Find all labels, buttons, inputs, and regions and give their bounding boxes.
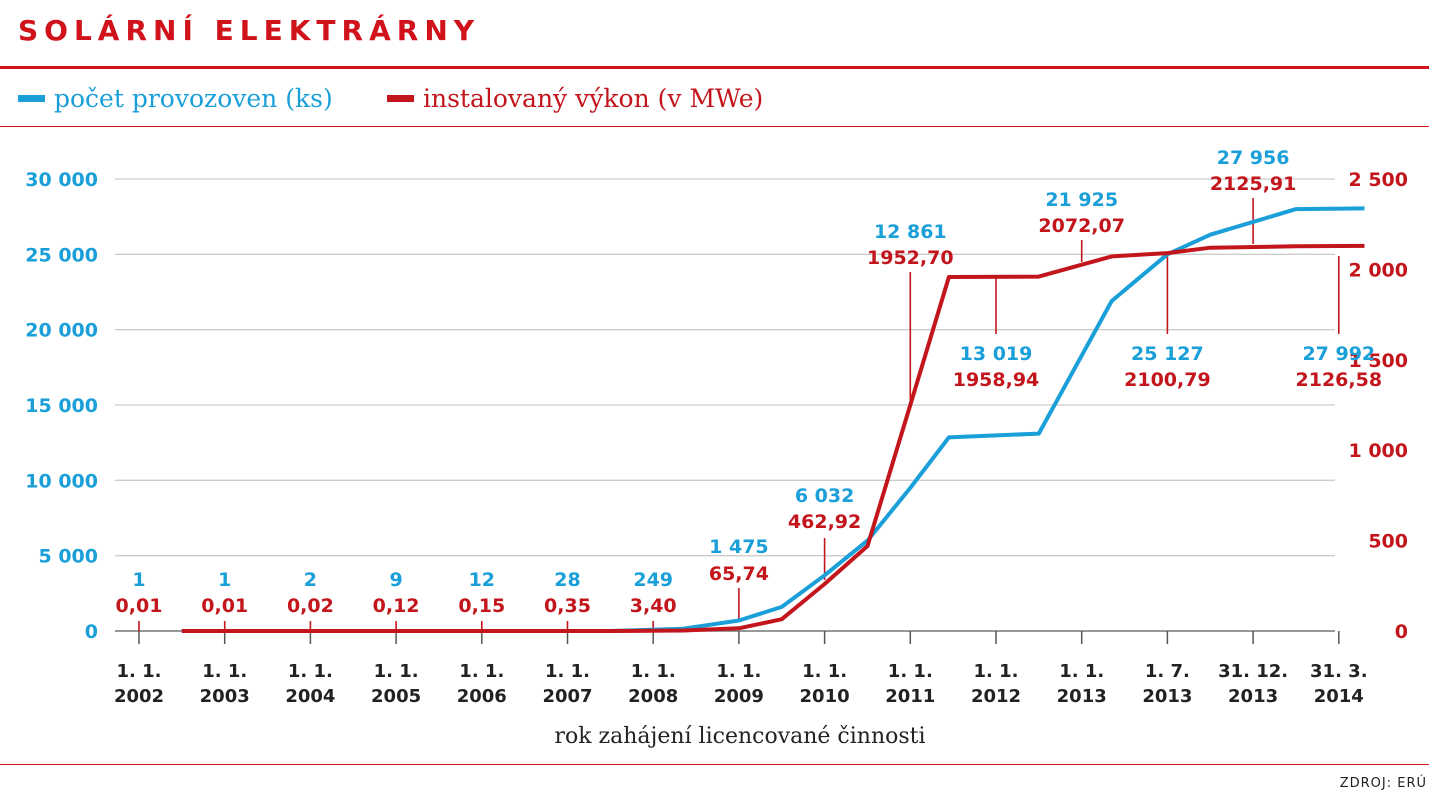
x-tick-label: 1. 1. [716,661,761,682]
y-right-tick-label: 0 [1395,621,1408,643]
series-line-power [181,243,1365,633]
annotation-count-label: 27 992 [1302,343,1375,365]
annotation-power-label: 2125,91 [1210,173,1297,195]
y-right-tick-label: 1 000 [1349,440,1409,462]
x-tick-label: 2002 [114,686,164,707]
x-tick-label: 1. 1. [1059,661,1104,682]
annotation-count-label: 12 861 [874,221,947,243]
annotation-count-label: 28 [554,569,580,591]
y-left-tick-label: 5 000 [39,546,99,568]
annotation-count-label: 9 [389,569,402,591]
x-tick-label: 1. 1. [459,661,504,682]
annotation-count-label: 6 032 [795,485,855,507]
y-left-tick-label: 15 000 [25,395,98,417]
y-right-tick-label: 2 000 [1349,259,1409,281]
y-left-tick-label: 0 [85,621,98,643]
x-tick-label: 2004 [285,686,335,707]
legend-label-power: instalovaný výkon (v MWe) [423,84,764,113]
annotation-power-label: 0,02 [287,595,334,617]
annotation-count-label: 13 019 [960,343,1033,365]
y-left-tick-label: 30 000 [25,169,98,191]
footer-rule [0,764,1429,765]
x-tick-label: 1. 7. [1145,661,1190,682]
annotation-count-label: 21 925 [1045,189,1118,211]
legend-label-count: počet provozoven (ks) [54,84,333,113]
legend-rule [0,126,1429,127]
x-tick-label: 2014 [1314,686,1364,707]
x-tick-label: 2008 [628,686,678,707]
annotation-power-label: 1958,94 [953,369,1040,391]
x-tick-label: 2013 [1228,686,1278,707]
annotation-count-label: 25 127 [1131,343,1204,365]
annotation-count-label: 27 956 [1217,147,1290,169]
x-tick-label: 31. 12. [1218,661,1288,682]
x-tick-label: 1. 1. [202,661,247,682]
x-tick-label: 2011 [885,686,935,707]
annotation-power-label: 0,01 [201,595,248,617]
x-tick-label: 31. 3. [1310,661,1368,682]
y-right-tick-label: 2 500 [1349,169,1409,191]
y-right-tick-label: 1 500 [1349,350,1409,372]
annotation-power-label: 2072,07 [1038,215,1125,237]
x-tick-label: 2009 [714,686,764,707]
annotation-power-label: 0,12 [373,595,420,617]
x-tick-label: 1. 1. [631,661,676,682]
x-tick-label: 2005 [371,686,421,707]
annotation-count-label: 1 475 [709,536,769,558]
x-tick-label: 1. 1. [888,661,933,682]
x-tick-label: 1. 1. [974,661,1019,682]
x-tick-label: 2006 [457,686,507,707]
annotation-count-label: 2 [304,569,317,591]
annotation-power-label: 0,15 [458,595,505,617]
x-tick-label: 1. 1. [545,661,590,682]
x-axis-label: rok zahájení licencované činnosti [554,724,926,749]
annotation-count-label: 1 [218,569,231,591]
x-tick-label: 1. 1. [117,661,162,682]
legend-swatch-count [18,95,45,102]
x-tick-label: 2013 [1142,686,1192,707]
source-note: ZDROJ: ERÚ [1339,776,1427,791]
annotation-power-label: 3,40 [630,595,677,617]
annotation-power-label: 0,01 [116,595,163,617]
annotation-power-label: 1952,70 [867,247,954,269]
annotation-power-label: 2100,79 [1124,369,1211,391]
x-tick-label: 2012 [971,686,1021,707]
x-tick-label: 1. 1. [802,661,847,682]
chart-title: SOLÁRNÍ ELEKTRÁRNY [18,14,481,47]
legend-item-count: počet provozoven (ks) [18,84,333,113]
x-tick-label: 2010 [800,686,850,707]
x-tick-label: 1. 1. [374,661,419,682]
x-tick-label: 2003 [200,686,250,707]
y-right-tick-label: 500 [1368,531,1408,553]
annotation-count-label: 249 [633,569,673,591]
annotation-power-label: 0,35 [544,595,591,617]
y-left-tick-label: 20 000 [25,320,98,342]
series-line-count [181,206,1365,633]
annotation-power-label: 2126,58 [1296,369,1383,391]
y-left-tick-label: 25 000 [25,244,98,266]
legend-item-power: instalovaný výkon (v MWe) [387,84,763,113]
annotation-power-label: 65,74 [709,563,769,585]
x-tick-label: 2007 [542,686,592,707]
legend-swatch-power [387,95,414,102]
annotation-count-label: 1 [132,569,145,591]
annotation-count-label: 12 [469,569,495,591]
x-tick-label: 1. 1. [288,661,333,682]
annotation-power-label: 462,92 [788,511,861,533]
x-tick-label: 2013 [1057,686,1107,707]
title-rule [0,66,1429,69]
y-left-tick-label: 10 000 [25,470,98,492]
